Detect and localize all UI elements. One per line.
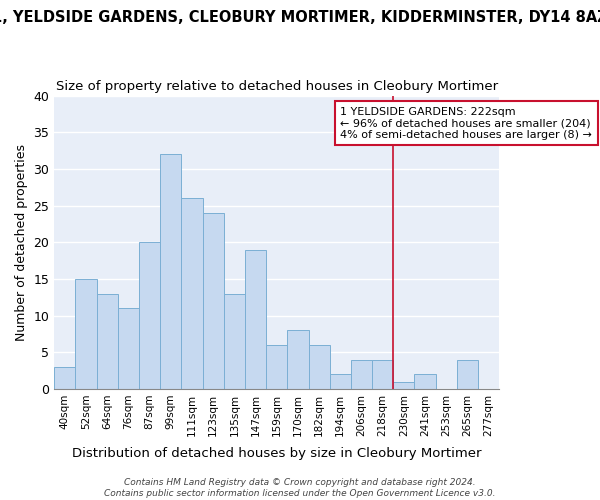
Title: Size of property relative to detached houses in Cleobury Mortimer: Size of property relative to detached ho… (56, 80, 498, 93)
Bar (372, 360, 393, 389)
Bar (266, 345, 287, 389)
Bar (203, 213, 224, 389)
X-axis label: Distribution of detached houses by size in Cleobury Mortimer: Distribution of detached houses by size … (72, 447, 481, 460)
Bar (181, 198, 203, 389)
Bar (160, 154, 181, 389)
Bar (330, 374, 351, 389)
Bar (97, 294, 118, 389)
Text: Contains HM Land Registry data © Crown copyright and database right 2024.
Contai: Contains HM Land Registry data © Crown c… (104, 478, 496, 498)
Bar (351, 360, 372, 389)
Bar (287, 330, 308, 389)
Bar (118, 308, 139, 389)
Text: 1 YELDSIDE GARDENS: 222sqm
← 96% of detached houses are smaller (204)
4% of semi: 1 YELDSIDE GARDENS: 222sqm ← 96% of deta… (340, 106, 592, 140)
Bar (457, 360, 478, 389)
Text: 1, YELDSIDE GARDENS, CLEOBURY MORTIMER, KIDDERMINSTER, DY14 8AZ: 1, YELDSIDE GARDENS, CLEOBURY MORTIMER, … (0, 10, 600, 25)
Bar (245, 250, 266, 389)
Bar (393, 382, 415, 389)
Y-axis label: Number of detached properties: Number of detached properties (15, 144, 28, 340)
Bar (415, 374, 436, 389)
Bar (76, 279, 97, 389)
Bar (224, 294, 245, 389)
Bar (54, 367, 76, 389)
Bar (139, 242, 160, 389)
Bar (308, 345, 330, 389)
